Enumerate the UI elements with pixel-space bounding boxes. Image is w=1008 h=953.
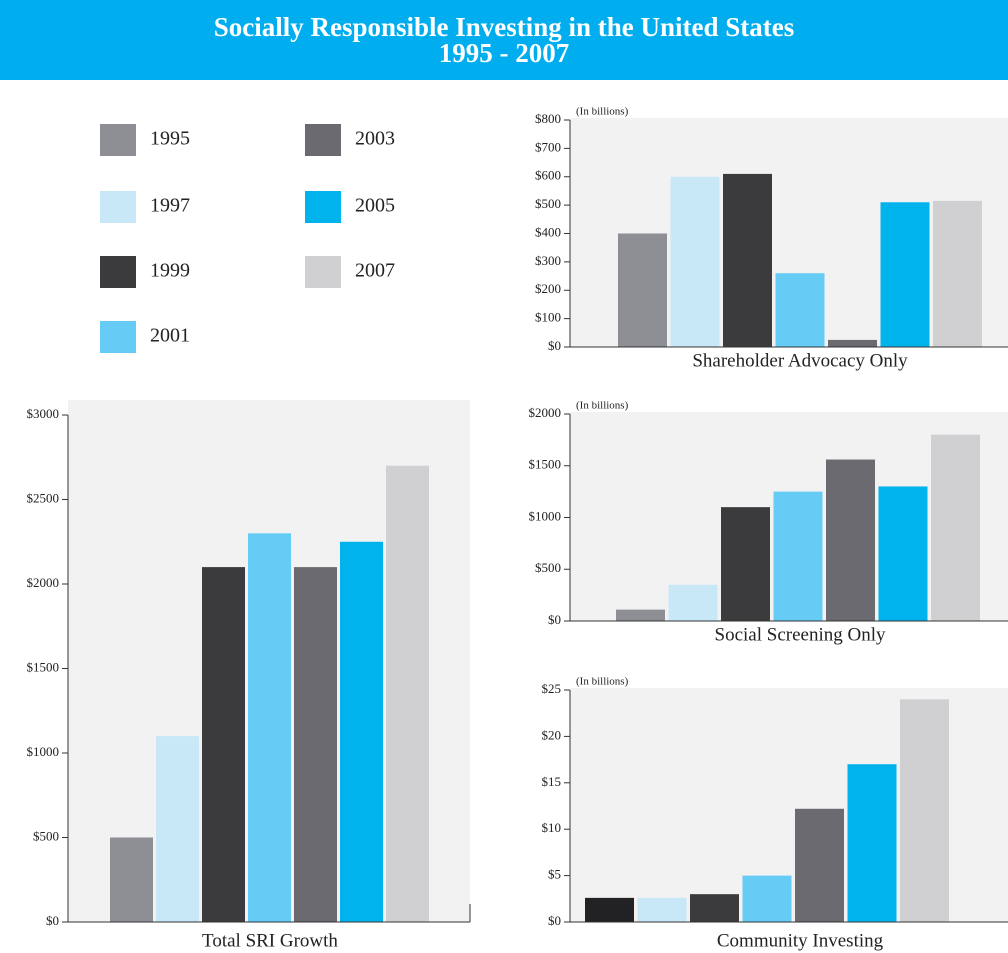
title-line: Socially Responsible Investing in the Un…	[214, 12, 795, 42]
bar	[773, 491, 823, 621]
bar	[723, 173, 772, 347]
y-tick-label: $700	[535, 139, 561, 154]
bar	[670, 176, 720, 347]
y-tick-label: $500	[535, 560, 561, 575]
y-tick-label: $1000	[27, 744, 60, 759]
bar	[637, 897, 687, 922]
bar	[828, 339, 877, 347]
unit-note: (In billions)	[576, 106, 629, 118]
bar	[721, 507, 770, 621]
bar	[847, 764, 897, 922]
unit-note: (In billions)	[576, 676, 629, 688]
y-tick-label: $0	[46, 913, 59, 928]
legend-label: 1997	[150, 195, 190, 217]
legend-swatch	[100, 191, 136, 223]
bar	[878, 486, 928, 621]
title-banner	[0, 0, 1008, 80]
legend-swatch	[100, 321, 136, 353]
bar	[616, 609, 665, 621]
y-tick-label: $2500	[27, 490, 60, 505]
bar	[690, 894, 739, 922]
y-tick-label: $1500	[27, 659, 60, 674]
chart-subtitle: Total SRI Growth	[202, 930, 338, 951]
bar	[585, 897, 634, 922]
chart-subtitle: Shareholder Advocacy Only	[692, 350, 908, 371]
bar	[618, 233, 667, 347]
bar	[156, 736, 199, 922]
bar	[826, 459, 875, 621]
y-tick-label: $2000	[529, 405, 562, 420]
bar	[386, 465, 429, 922]
y-tick-label: $3000	[27, 406, 60, 421]
y-tick-label: $2000	[27, 575, 60, 590]
legend-label: 1999	[150, 260, 190, 282]
legend-label: 2005	[355, 195, 395, 217]
y-tick-label: $5	[548, 867, 561, 882]
y-tick-label: $400	[535, 224, 561, 239]
legend-swatch	[305, 124, 341, 156]
bar	[340, 541, 383, 922]
bar	[668, 584, 718, 621]
title-line: 1995 - 2007	[439, 38, 570, 68]
y-tick-label: $20	[542, 727, 562, 742]
bar	[742, 875, 792, 922]
y-tick-label: $200	[535, 281, 561, 296]
bar	[294, 567, 337, 922]
y-tick-label: $100	[535, 310, 561, 325]
legend-label: 2003	[355, 128, 395, 150]
bar	[933, 200, 982, 347]
unit-note: (In billions)	[576, 400, 629, 412]
bar	[900, 699, 949, 922]
y-tick-label: $0	[548, 338, 561, 353]
legend-label: 2007	[355, 260, 395, 282]
bar	[880, 202, 930, 347]
y-tick-label: $600	[535, 168, 561, 183]
y-tick-label: $800	[535, 111, 561, 126]
legend-swatch	[100, 256, 136, 288]
y-tick-label: $0	[548, 913, 561, 928]
chart-subtitle: Social Screening Only	[715, 624, 886, 645]
bar	[202, 567, 245, 922]
bar	[775, 273, 825, 347]
legend-swatch	[305, 191, 341, 223]
legend-label: 2001	[150, 325, 190, 347]
y-tick-label: $1000	[529, 508, 562, 523]
y-tick-label: $10	[542, 820, 562, 835]
y-tick-label: $500	[535, 196, 561, 211]
chart-subtitle: Community Investing	[717, 930, 884, 951]
legend-label: 1995	[150, 128, 190, 150]
legend-swatch	[100, 124, 136, 156]
legend-swatch	[305, 256, 341, 288]
y-tick-label: $15	[542, 774, 562, 789]
bar	[931, 434, 980, 621]
bar	[248, 533, 291, 922]
bar	[795, 808, 844, 922]
y-tick-label: $25	[542, 681, 562, 696]
bar	[110, 837, 153, 922]
y-tick-label: $500	[33, 828, 59, 843]
y-tick-label: $0	[548, 612, 561, 627]
y-tick-label: $300	[535, 253, 561, 268]
y-tick-label: $1500	[529, 457, 562, 472]
